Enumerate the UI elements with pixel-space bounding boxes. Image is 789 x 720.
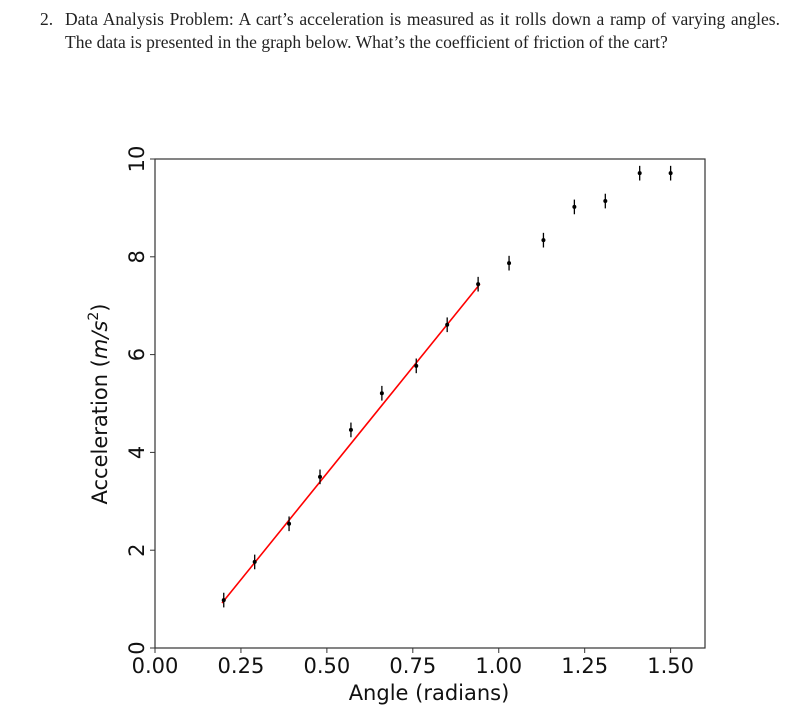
x-tick-label: 1.50	[647, 654, 694, 678]
data-point	[603, 193, 608, 209]
data-point	[379, 385, 384, 401]
axis-ticks: 0.00 0.25 0.50 0.75 1.00 1.25 1.50 0 2 4 6 8 10	[125, 146, 694, 678]
data-point	[252, 554, 257, 570]
data-points	[221, 165, 673, 608]
plot-frame	[154, 158, 706, 649]
x-tick-label: 0.25	[218, 654, 265, 678]
y-axis-label: Acceleration (m/s2)	[86, 304, 112, 505]
y-tick-label: 4	[125, 446, 149, 459]
data-point	[637, 165, 642, 181]
data-point	[414, 358, 419, 374]
data-point	[572, 199, 577, 215]
y-tick-label: 6	[125, 348, 149, 361]
x-tick-label: 1.00	[475, 654, 522, 678]
x-tick-label: 0.50	[303, 654, 350, 678]
x-tick-label: 0.75	[389, 654, 436, 678]
x-tick-label: 0.00	[132, 654, 179, 678]
y-tick-label: 10	[125, 146, 149, 173]
data-point	[507, 255, 512, 271]
data-point	[348, 422, 353, 438]
data-point	[668, 165, 673, 181]
y-tick-label: 2	[125, 544, 149, 557]
data-point	[445, 317, 450, 333]
y-tick-label: 8	[125, 250, 149, 263]
question-text-block: 2. Data Analysis Problem: A cart’s accel…	[40, 8, 780, 54]
question-number: 2.	[40, 9, 54, 29]
y-tick-label: 0	[125, 641, 149, 654]
x-axis-label: Angle (radians)	[349, 681, 510, 705]
question-body: Data Analysis Problem: A cart’s accelera…	[65, 9, 780, 52]
data-point	[287, 516, 292, 532]
data-point	[541, 232, 546, 248]
linear-fit-line	[221, 283, 481, 604]
data-point	[318, 469, 322, 485]
data-point	[476, 276, 481, 292]
data-point	[221, 592, 226, 608]
x-tick-label: 1.25	[561, 654, 608, 678]
